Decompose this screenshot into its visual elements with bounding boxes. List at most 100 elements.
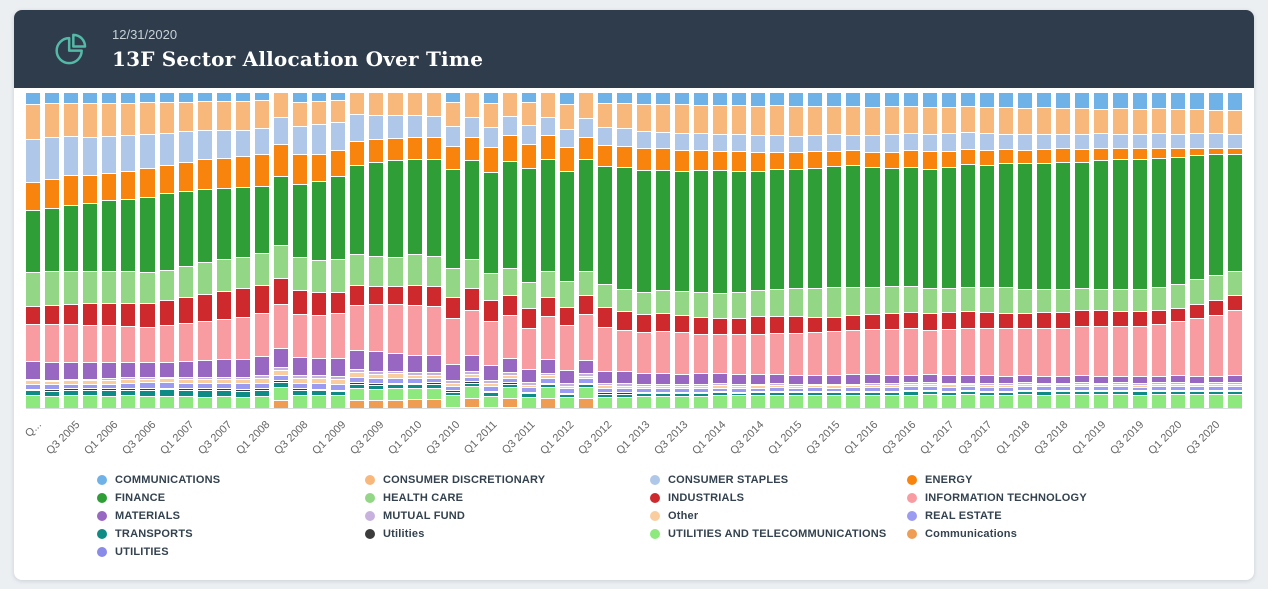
bar[interactable] bbox=[808, 92, 823, 408]
bar-segment[interactable] bbox=[636, 384, 651, 386]
bar-segment[interactable] bbox=[178, 190, 193, 266]
bar-segment[interactable] bbox=[789, 106, 804, 136]
bar-segment[interactable] bbox=[83, 379, 98, 384]
bar-segment[interactable] bbox=[197, 378, 212, 383]
bar-segment[interactable] bbox=[770, 390, 785, 392]
bar-segment[interactable] bbox=[865, 135, 880, 152]
bar-segment[interactable] bbox=[1151, 310, 1166, 325]
bar-segment[interactable] bbox=[903, 92, 918, 106]
bar[interactable] bbox=[407, 92, 422, 408]
bar-segment[interactable] bbox=[979, 106, 994, 134]
bar-segment[interactable] bbox=[846, 134, 861, 151]
bar-segment[interactable] bbox=[464, 287, 479, 310]
bar-segment[interactable] bbox=[903, 390, 918, 392]
bar-segment[interactable] bbox=[598, 166, 613, 284]
bar-segment[interactable] bbox=[979, 164, 994, 288]
bar-segment[interactable] bbox=[636, 103, 651, 131]
bar-segment[interactable] bbox=[655, 290, 670, 314]
bar-segment[interactable] bbox=[254, 395, 270, 408]
bar-segment[interactable] bbox=[102, 362, 117, 379]
bar[interactable] bbox=[674, 92, 689, 408]
bar-segment[interactable] bbox=[26, 390, 41, 396]
bar-segment[interactable] bbox=[1094, 382, 1109, 385]
bar-segment[interactable] bbox=[178, 92, 193, 102]
bar-segment[interactable] bbox=[312, 375, 327, 378]
bar-segment[interactable] bbox=[312, 388, 327, 391]
bar-segment[interactable] bbox=[617, 166, 632, 289]
bar-segment[interactable] bbox=[350, 400, 365, 408]
bar-segment[interactable] bbox=[254, 390, 270, 396]
bar-segment[interactable] bbox=[1037, 328, 1052, 376]
bar-segment[interactable] bbox=[979, 375, 994, 384]
bar-segment[interactable] bbox=[83, 388, 98, 391]
bar-segment[interactable] bbox=[960, 328, 975, 376]
bar-segment[interactable] bbox=[1151, 287, 1166, 311]
bar-segment[interactable] bbox=[1018, 107, 1033, 135]
bar-segment[interactable] bbox=[770, 387, 785, 391]
bar-segment[interactable] bbox=[789, 391, 804, 393]
legend-item-finance[interactable]: FINANCE bbox=[97, 492, 365, 504]
bar-segment[interactable] bbox=[884, 394, 899, 408]
bar-segment[interactable] bbox=[941, 382, 956, 385]
bar-segment[interactable] bbox=[64, 303, 79, 325]
bar-segment[interactable] bbox=[121, 387, 136, 390]
bar-segment[interactable] bbox=[197, 388, 212, 391]
bar-segment[interactable] bbox=[1132, 394, 1147, 408]
bar-segment[interactable] bbox=[26, 395, 41, 408]
bar-segment[interactable] bbox=[522, 387, 537, 393]
bar-segment[interactable] bbox=[617, 128, 632, 146]
bar-segment[interactable] bbox=[102, 92, 117, 103]
bar-segment[interactable] bbox=[1208, 274, 1223, 300]
bar-segment[interactable] bbox=[159, 132, 174, 166]
bar-segment[interactable] bbox=[750, 316, 766, 334]
bar-segment[interactable] bbox=[579, 375, 594, 379]
bar[interactable] bbox=[731, 92, 746, 408]
bar-segment[interactable] bbox=[922, 151, 937, 169]
bar-segment[interactable] bbox=[312, 315, 327, 358]
bar-segment[interactable] bbox=[159, 193, 174, 270]
bar-segment[interactable] bbox=[312, 153, 327, 182]
bar-segment[interactable] bbox=[903, 286, 918, 312]
bar-segment[interactable] bbox=[483, 272, 498, 301]
bar-segment[interactable] bbox=[750, 105, 766, 136]
bar-segment[interactable] bbox=[45, 362, 60, 380]
bar-segment[interactable] bbox=[979, 383, 994, 385]
bar-segment[interactable] bbox=[960, 286, 975, 312]
bar-segment[interactable] bbox=[102, 395, 117, 408]
bar-segment[interactable] bbox=[903, 382, 918, 385]
bar-segment[interactable] bbox=[331, 357, 346, 377]
bar-segment[interactable] bbox=[1056, 327, 1071, 376]
bar-segment[interactable] bbox=[159, 101, 174, 133]
bar-segment[interactable] bbox=[197, 377, 212, 379]
bar-segment[interactable] bbox=[140, 377, 155, 379]
bar[interactable] bbox=[617, 92, 632, 408]
bar-segment[interactable] bbox=[922, 92, 937, 107]
bar-segment[interactable] bbox=[712, 385, 727, 388]
bar-segment[interactable] bbox=[770, 151, 785, 170]
bar-segment[interactable] bbox=[293, 92, 308, 102]
bar-segment[interactable] bbox=[197, 294, 212, 322]
bar-segment[interactable] bbox=[178, 361, 193, 378]
bar-segment[interactable] bbox=[846, 315, 861, 331]
bar-segment[interactable] bbox=[1113, 310, 1128, 326]
bar-segment[interactable] bbox=[998, 287, 1014, 313]
bar-segment[interactable] bbox=[388, 388, 403, 400]
bar-segment[interactable] bbox=[274, 144, 289, 176]
bar-segment[interactable] bbox=[674, 385, 689, 389]
bar-segment[interactable] bbox=[1227, 382, 1242, 384]
bar-segment[interactable] bbox=[407, 382, 422, 385]
bar[interactable] bbox=[827, 92, 842, 408]
bar-segment[interactable] bbox=[674, 103, 689, 133]
bar-segment[interactable] bbox=[445, 296, 460, 318]
bar-segment[interactable] bbox=[502, 377, 518, 383]
bar-segment[interactable] bbox=[598, 388, 613, 393]
bar-segment[interactable] bbox=[1075, 375, 1090, 383]
bar-segment[interactable] bbox=[1094, 160, 1109, 290]
bar-segment[interactable] bbox=[331, 378, 346, 384]
bar-segment[interactable] bbox=[808, 105, 823, 135]
bar-segment[interactable] bbox=[483, 102, 498, 127]
bar-segment[interactable] bbox=[1018, 390, 1033, 395]
bar-segment[interactable] bbox=[102, 383, 117, 389]
bar-segment[interactable] bbox=[541, 383, 556, 388]
bar-segment[interactable] bbox=[541, 271, 556, 298]
